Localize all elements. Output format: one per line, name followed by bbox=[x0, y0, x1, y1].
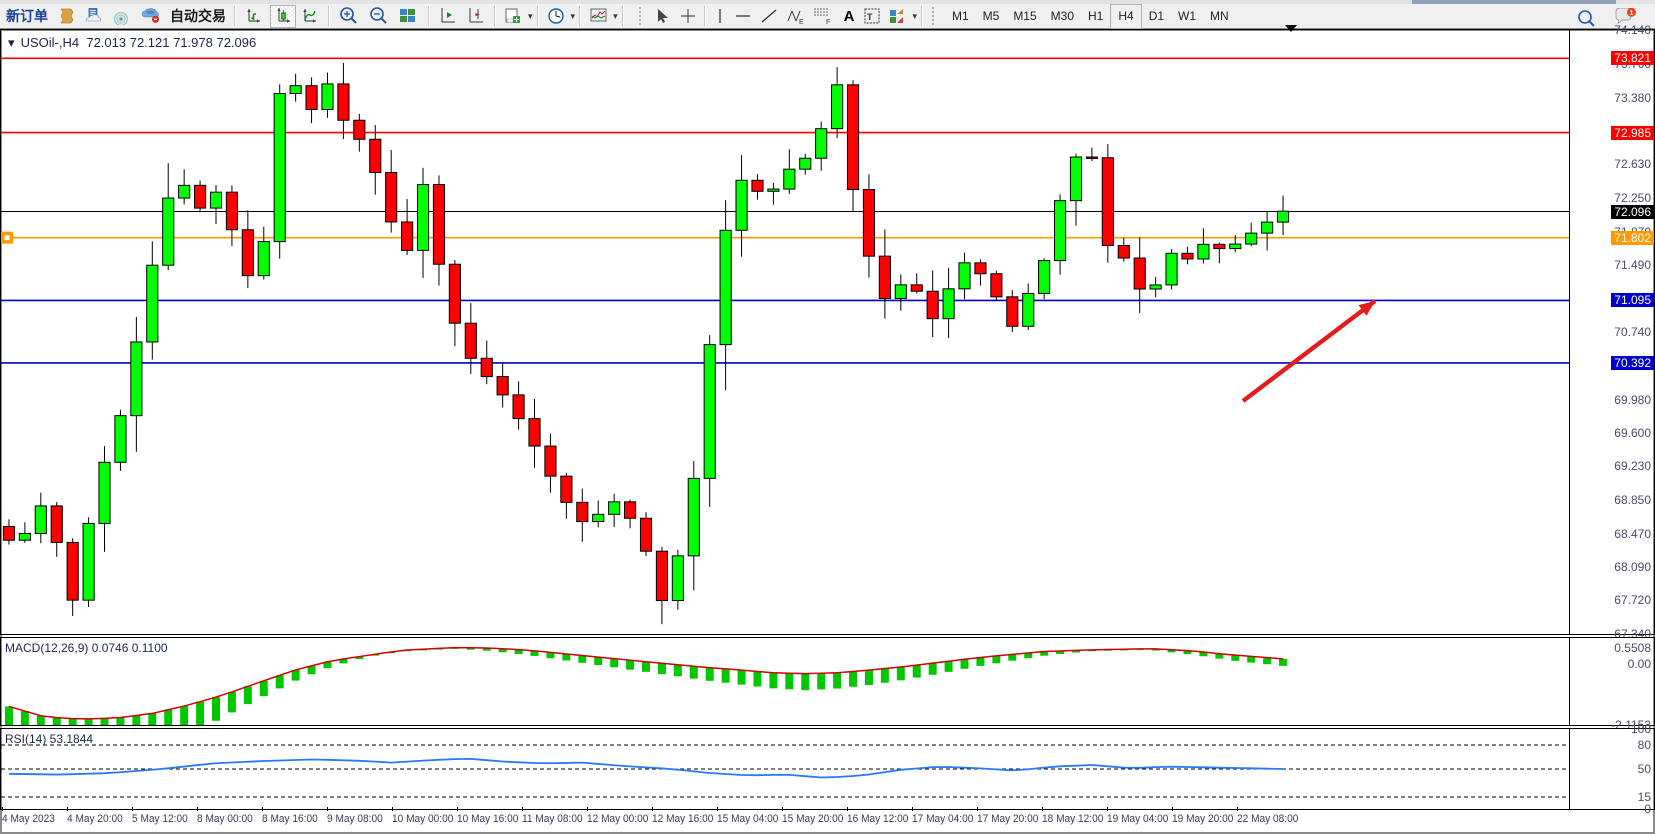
svg-text:1: 1 bbox=[1630, 9, 1634, 16]
svg-text:F: F bbox=[826, 19, 830, 24]
svg-text:T: T bbox=[867, 12, 873, 22]
svg-text:E: E bbox=[799, 19, 804, 24]
